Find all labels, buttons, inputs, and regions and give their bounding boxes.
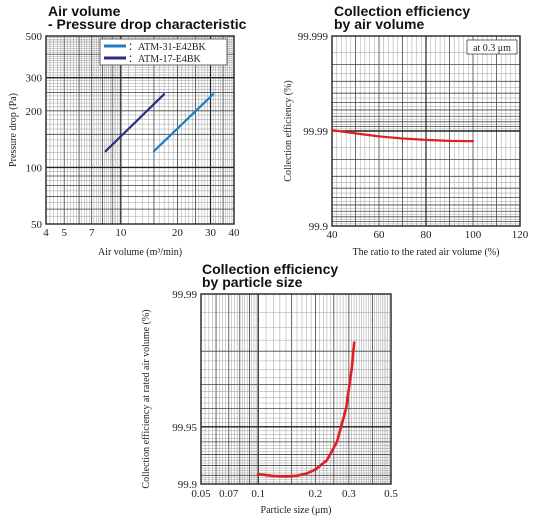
y-tick-label: 99.9 <box>309 221 329 233</box>
y-tick-label: 300 <box>26 73 43 85</box>
x-tick-label: 0.2 <box>309 488 323 500</box>
y-tick-label: 99.95 <box>172 422 197 434</box>
x-tick-label: 30 <box>205 227 217 239</box>
chart3-title: Collection efficiency by particle size <box>202 261 339 290</box>
x-tick-label: 60 <box>374 229 386 241</box>
chart1-plot: 4 5 7 10 20 30 40 50 100 200 300 500 Air volume (m³/… <box>8 31 240 258</box>
y-axis-label: Collection efficiency at rated air volum… <box>141 309 152 488</box>
legend-box <box>99 38 228 66</box>
x-axis-label: Particle size (μm) <box>261 505 332 516</box>
legend-entry: ：ATM-31-E42BK <box>128 42 207 53</box>
x-tick-label: 10 <box>115 227 127 239</box>
series-line-1 <box>256 341 356 478</box>
y-tick-label: 500 <box>26 31 43 43</box>
x-tick-label: 120 <box>512 229 529 241</box>
x-tick-label: 80 <box>421 229 433 241</box>
chart1-title: Air volume - Pressure drop characteristi… <box>48 3 247 32</box>
chart2-plot: 40 60 80 100 120 99.9 99.99 99.999 The ratio to … <box>283 31 529 258</box>
x-tick-label: 0.5 <box>384 488 398 500</box>
series-line-1 <box>330 129 475 143</box>
legend: ：ATM-31-E42BK：ATM-17-E4BK <box>99 38 228 66</box>
series-line-1 <box>152 93 215 153</box>
x-tick-label: 20 <box>172 227 184 239</box>
chart2-title: Collection efficiency by air volume <box>334 3 471 32</box>
plot-frame <box>45 35 235 225</box>
series-line-2 <box>104 93 166 153</box>
y-tick-label: 50 <box>31 219 43 231</box>
x-tick-label: 4 <box>43 227 49 239</box>
y-axis-label: Collection efficiency (%) <box>283 80 294 181</box>
x-tick-label: 0.07 <box>219 488 239 500</box>
annotation-box <box>466 39 518 55</box>
y-tick-label: 99.9 <box>178 479 198 491</box>
x-tick-label: 5 <box>61 227 67 239</box>
x-tick-label: 0.05 <box>191 488 211 500</box>
x-tick-label: 40 <box>327 229 339 241</box>
annotation-text: at 0.3 μm <box>473 43 511 54</box>
x-tick-label: 40 <box>229 227 241 239</box>
x-tick-label: 0.3 <box>342 488 356 500</box>
x-tick-label: 7 <box>89 227 95 239</box>
y-tick-label: 99.99 <box>303 126 328 138</box>
x-tick-label: 100 <box>465 229 482 241</box>
y-axis-label: Pressure drop (Pa) <box>8 93 19 167</box>
x-tick-label: 0.1 <box>251 488 265 500</box>
y-tick-label: 99.999 <box>298 31 329 43</box>
y-tick-label: 200 <box>26 106 43 118</box>
y-tick-label: 100 <box>26 162 43 174</box>
chart3-plot: 0.05 0.07 0.1 0.2 0.3 0.5 99.9 99.95 99.99 Partic… <box>141 289 398 516</box>
x-axis-label: The ratio to the rated air volume (%) <box>353 247 500 258</box>
x-axis-label: Air volume (m³/min) <box>98 247 182 258</box>
legend-entry: ：ATM-17-E4BK <box>128 54 202 65</box>
plot-frame <box>200 293 392 485</box>
y-tick-label: 99.99 <box>172 289 197 301</box>
